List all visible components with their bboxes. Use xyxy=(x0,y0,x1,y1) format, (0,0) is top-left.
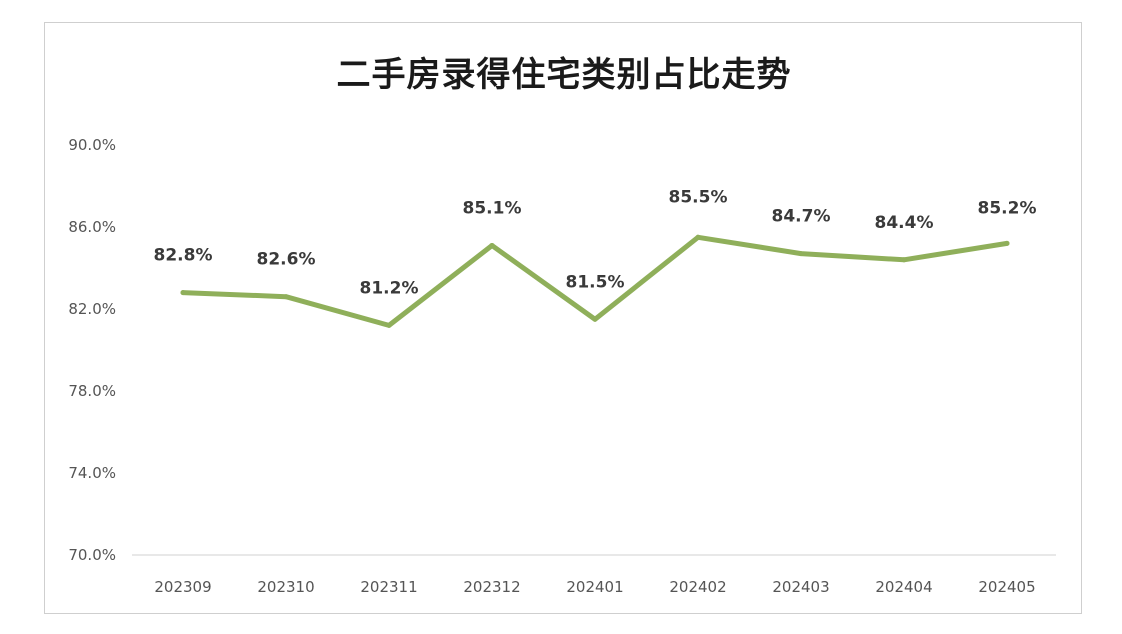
data-label: 84.4% xyxy=(875,213,934,233)
data-label: 82.8% xyxy=(154,246,213,266)
data-point xyxy=(695,234,701,240)
y-tick-label: 90.0% xyxy=(68,136,116,154)
data-label: 85.5% xyxy=(669,187,728,207)
data-label: 85.2% xyxy=(978,198,1037,218)
data-label: 84.7% xyxy=(772,207,831,227)
x-tick-label: 202403 xyxy=(772,578,829,596)
y-tick-label: 86.0% xyxy=(68,218,116,236)
x-tick-label: 202309 xyxy=(154,578,211,596)
y-tick-label: 70.0% xyxy=(68,546,116,564)
y-tick-label: 82.0% xyxy=(68,300,116,318)
data-point xyxy=(592,316,598,322)
x-tick-label: 202312 xyxy=(463,578,520,596)
data-label: 85.1% xyxy=(463,198,522,218)
y-tick-label: 74.0% xyxy=(68,464,116,482)
y-tick-label: 78.0% xyxy=(68,382,116,400)
data-point xyxy=(386,322,392,328)
data-label: 82.6% xyxy=(257,250,316,270)
data-point xyxy=(901,257,907,263)
data-label: 81.5% xyxy=(566,272,625,292)
data-point xyxy=(283,294,289,300)
x-tick-label: 202401 xyxy=(566,578,623,596)
x-tick-label: 202404 xyxy=(875,578,932,596)
chart-title: 二手房录得住宅类别占比走势 xyxy=(336,55,792,95)
x-tick-label: 202402 xyxy=(669,578,726,596)
data-point xyxy=(798,251,804,257)
x-tick-label: 202310 xyxy=(257,578,314,596)
x-tick-label: 202311 xyxy=(360,578,417,596)
data-label: 81.2% xyxy=(360,278,419,298)
data-point xyxy=(180,290,186,296)
data-point xyxy=(1004,240,1010,246)
chart-frame: 二手房录得住宅类别占比走势 xyxy=(44,22,1082,614)
x-tick-label: 202405 xyxy=(978,578,1035,596)
data-point xyxy=(489,242,495,248)
